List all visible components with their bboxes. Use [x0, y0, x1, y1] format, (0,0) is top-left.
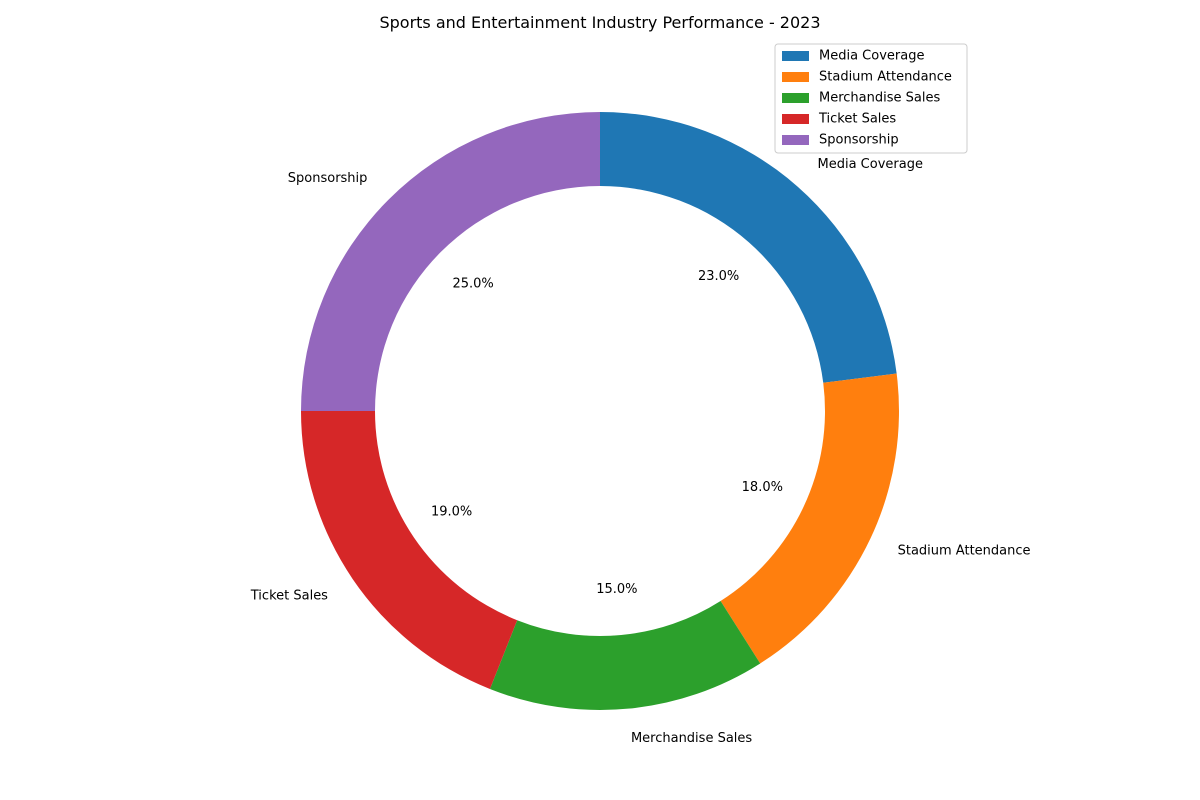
legend-label-media-coverage: Media Coverage	[819, 49, 924, 64]
percent-label-stadium-attendance: 18.0%	[742, 480, 783, 495]
legend-swatch-merchandise-sales	[782, 93, 809, 103]
slice-label-sponsorship: Sponsorship	[288, 171, 368, 186]
slice-label-ticket-sales: Ticket Sales	[250, 588, 328, 603]
slice-merchandise-sales	[490, 601, 760, 710]
donut-slices	[301, 112, 899, 710]
slice-ticket-sales	[301, 411, 517, 689]
slice-label-media-coverage: Media Coverage	[818, 157, 923, 172]
legend-swatch-stadium-attendance	[782, 72, 809, 82]
slice-sponsorship	[301, 112, 600, 411]
legend: Media Coverage Stadium Attendance Merchand…	[775, 44, 967, 153]
slice-label-stadium-attendance: Stadium Attendance	[898, 544, 1031, 559]
legend-label-merchandise-sales: Merchandise Sales	[819, 91, 940, 106]
slice-percent-labels: 23.0% 18.0% 15.0% 19.0% 25.0%	[431, 269, 783, 597]
legend-label-sponsorship: Sponsorship	[819, 133, 899, 148]
chart-title: Sports and Entertainment Industry Perfor…	[379, 13, 820, 32]
slice-stadium-attendance	[721, 374, 899, 664]
legend-swatch-media-coverage	[782, 51, 809, 61]
percent-label-sponsorship: 25.0%	[452, 277, 493, 292]
legend-label-stadium-attendance: Stadium Attendance	[819, 70, 952, 85]
legend-label-ticket-sales: Ticket Sales	[818, 112, 896, 127]
legend-swatch-ticket-sales	[782, 114, 809, 124]
percent-label-ticket-sales: 19.0%	[431, 504, 472, 519]
percent-label-merchandise-sales: 15.0%	[596, 582, 637, 597]
percent-label-media-coverage: 23.0%	[698, 269, 739, 284]
slice-label-merchandise-sales: Merchandise Sales	[631, 731, 752, 746]
legend-swatch-sponsorship	[782, 135, 809, 145]
